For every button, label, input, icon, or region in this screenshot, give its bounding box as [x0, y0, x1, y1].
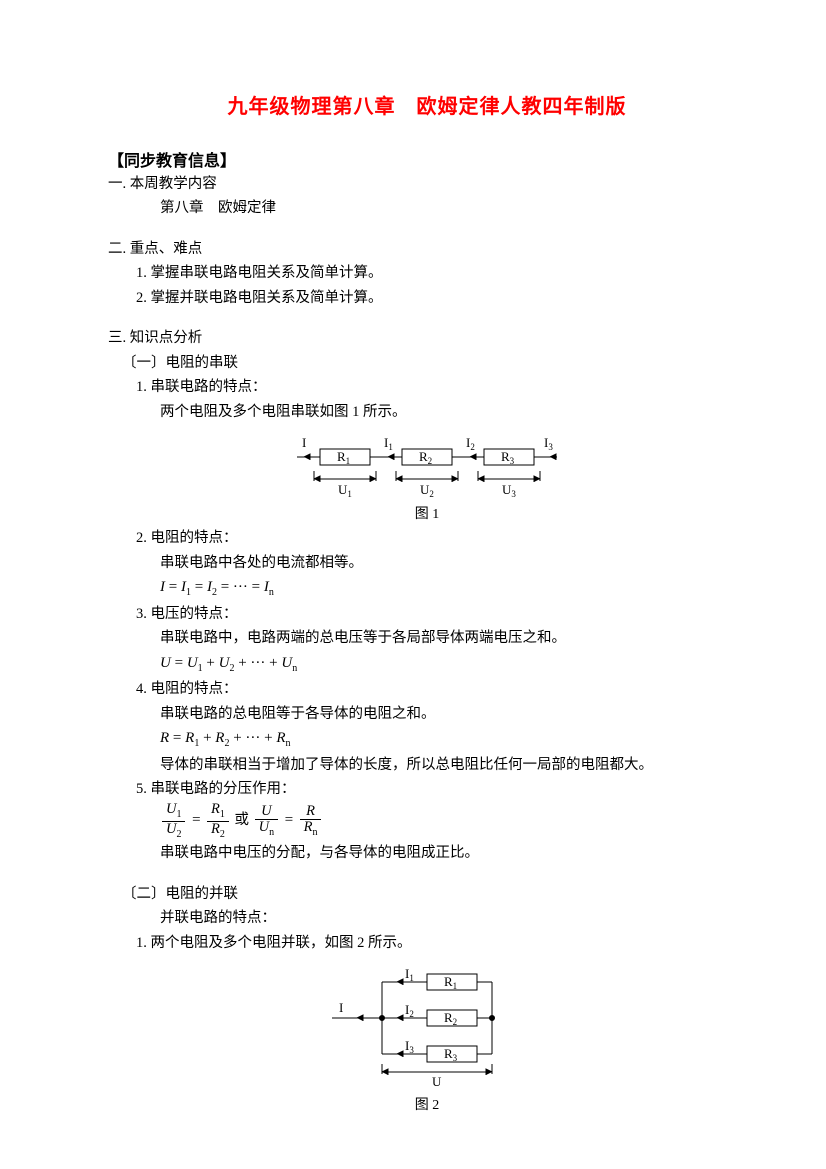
- label-U2: U2: [420, 482, 434, 499]
- eq4-or: 或: [234, 813, 249, 829]
- text-line: 5. 串联电路的分压作用：: [108, 778, 746, 800]
- sync-heading: 【同步教育信息】: [108, 147, 746, 171]
- text-line: 2. 电阻的特点：: [108, 527, 746, 549]
- text-line: 并联电路的特点：: [108, 907, 746, 929]
- text-line: 二. 重点、难点: [108, 238, 746, 260]
- equation-1: I = I1 = I2 = ··· = In: [108, 576, 746, 601]
- text-line: 1. 掌握串联电路电阻关系及简单计算。: [108, 262, 746, 284]
- text-line: 2. 掌握并联电路电阻关系及简单计算。: [108, 287, 746, 309]
- equation-4: U1U2 = R1R2 或 UUn = RRn: [108, 802, 746, 840]
- label-I1: I1: [384, 435, 393, 452]
- label-U1: U1: [338, 482, 352, 499]
- text-line: 1. 两个电阻及多个电阻并联，如图 2 所示。: [108, 932, 746, 954]
- text-line: 〔二〕电阻的并联: [108, 883, 746, 905]
- text-line: 3. 电压的特点：: [108, 603, 746, 625]
- text-line: 〔一〕电阻的串联: [108, 352, 746, 374]
- text-line: 串联电路中各处的电流都相等。: [108, 552, 746, 574]
- label-U: U: [432, 1074, 442, 1089]
- label-I2: I2: [405, 1002, 414, 1019]
- figure-2-caption: 图 2: [415, 1094, 440, 1114]
- text-line: 串联电路的总电阻等于各导体的电阻之和。: [108, 703, 746, 725]
- label-I1: I1: [405, 966, 414, 983]
- label-I3: I3: [544, 435, 553, 452]
- label-I2: I2: [466, 435, 475, 452]
- label-U3: U3: [502, 482, 516, 499]
- text-line: 导体的串联相当于增加了导体的长度，所以总电阻比任何一局部的电阻都大。: [108, 754, 746, 776]
- text-line: 1. 串联电路的特点：: [108, 376, 746, 398]
- text-line: 第八章 欧姆定律: [108, 197, 746, 219]
- document-page: 九年级物理第八章 欧姆定律人教四年制版 【同步教育信息】 一. 本周教学内容 第…: [0, 0, 826, 1158]
- text-line: 串联电路中电压的分配，与各导体的电阻成正比。: [108, 842, 746, 864]
- label-I3: I3: [405, 1038, 414, 1055]
- text-line: 串联电路中，电路两端的总电压等于各局部导体两端电压之和。: [108, 627, 746, 649]
- equation-3: R = R1 + R2 + ··· + Rn: [108, 727, 746, 752]
- label-I: I: [339, 1000, 343, 1015]
- text-line: 三. 知识点分析: [108, 327, 746, 349]
- equation-2: U = U1 + U2 + ··· + Un: [108, 652, 746, 677]
- label-I: I: [302, 435, 306, 450]
- parallel-circuit-svg: I I1 I2 I3 R1 R2 R3 U: [327, 960, 527, 1090]
- text-line: 4. 电阻的特点：: [108, 678, 746, 700]
- figure-1-caption: 图 1: [415, 503, 440, 523]
- page-title: 九年级物理第八章 欧姆定律人教四年制版: [108, 90, 746, 119]
- figure-2: I I1 I2 I3 R1 R2 R3 U 图 2: [108, 960, 746, 1114]
- series-circuit-svg: I I1 I2 I3 R1 R2 R3 U1 U2 U3: [292, 429, 562, 499]
- text-line: 两个电阻及多个电阻串联如图 1 所示。: [108, 401, 746, 423]
- figure-1: I I1 I2 I3 R1 R2 R3 U1 U2 U3 图 1: [108, 429, 746, 523]
- text-line: 一. 本周教学内容: [108, 173, 746, 195]
